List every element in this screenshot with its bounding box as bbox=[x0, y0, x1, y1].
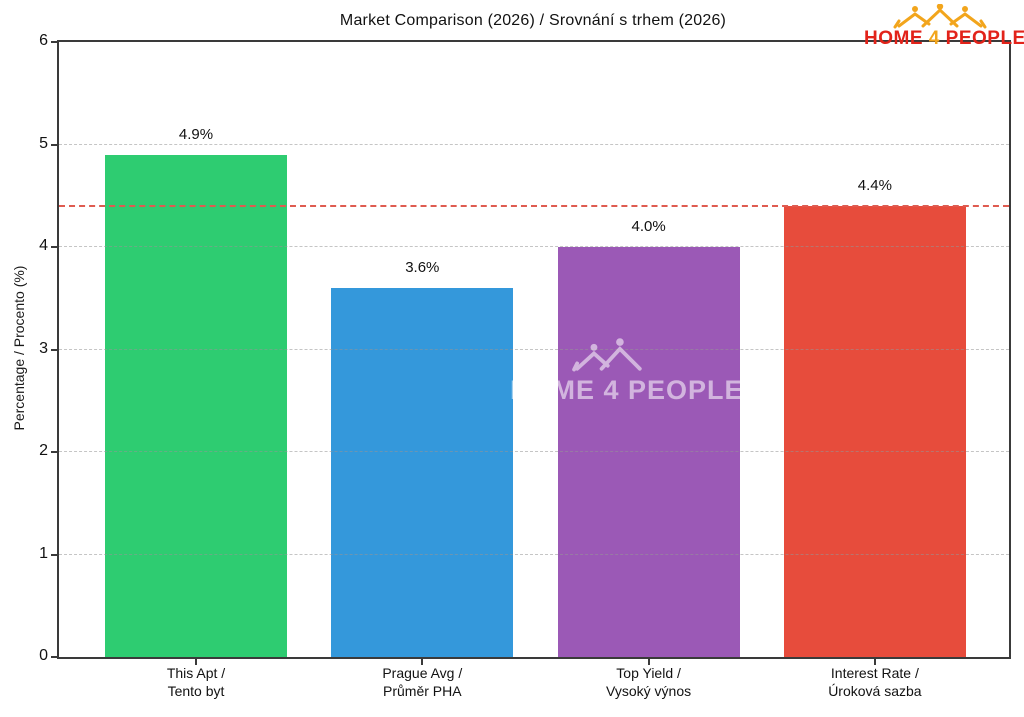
bar-value-label: 4.9% bbox=[178, 125, 214, 143]
x-category-label: Interest Rate / Úroková sazba bbox=[828, 665, 922, 699]
threshold-line bbox=[59, 205, 1009, 207]
y-tick-mark bbox=[51, 41, 57, 43]
y-tick-mark bbox=[51, 656, 57, 658]
y-tick-mark bbox=[51, 553, 57, 556]
x-tick-mark bbox=[421, 659, 424, 665]
plot-area: HOME 4 PEOPLE 4.9% 3.6% 4.0% 4.4% bbox=[57, 40, 1011, 659]
bar bbox=[557, 247, 740, 657]
logo-four: 4 bbox=[928, 28, 940, 49]
gridline bbox=[59, 553, 1009, 555]
bar-value-label: 3.6% bbox=[405, 259, 440, 276]
bar bbox=[783, 206, 966, 657]
gridline bbox=[59, 451, 1009, 452]
x-category-label: Prague Avg / Průměr PHA bbox=[382, 665, 463, 699]
x-category-label: Top Yield / Vysoký výnos bbox=[606, 665, 692, 699]
y-tick-label: 5 bbox=[39, 134, 48, 152]
bar-value-label: 4.4% bbox=[857, 177, 892, 194]
y-tick-mark bbox=[51, 451, 57, 453]
y-tick-label: 4 bbox=[39, 237, 48, 254]
y-tick-mark bbox=[51, 246, 57, 248]
y-tick-label: 1 bbox=[39, 544, 48, 562]
y-tick-label: 0 bbox=[39, 647, 48, 664]
y-tick-mark bbox=[51, 348, 57, 351]
gridline bbox=[59, 246, 1009, 247]
x-tick-mark bbox=[647, 659, 650, 665]
bar bbox=[331, 288, 514, 657]
x-tick-mark bbox=[873, 659, 876, 665]
x-tick-mark bbox=[195, 659, 197, 665]
home4people-logo: HOME 4 PEOPLE bbox=[864, 4, 1024, 49]
y-tick-label: 2 bbox=[39, 442, 48, 459]
gridline bbox=[59, 143, 1009, 145]
chart-title: Market Comparison (2026) / Srovnání s tr… bbox=[339, 12, 727, 29]
logo-text: HOME 4 PEOPLE bbox=[864, 28, 1024, 49]
y-tick-label: 6 bbox=[39, 32, 48, 49]
x-category-label: This Apt / Tento byt bbox=[166, 665, 226, 699]
logo-people: PEOPLE bbox=[945, 28, 1024, 49]
bar-value-label: 4.0% bbox=[631, 218, 666, 235]
y-tick-label: 3 bbox=[39, 339, 48, 357]
logo-home: HOME bbox=[864, 28, 923, 49]
logo-houses-icon bbox=[893, 4, 987, 29]
bar bbox=[105, 154, 287, 657]
gridline bbox=[59, 348, 1009, 350]
y-tick-mark bbox=[51, 143, 57, 146]
